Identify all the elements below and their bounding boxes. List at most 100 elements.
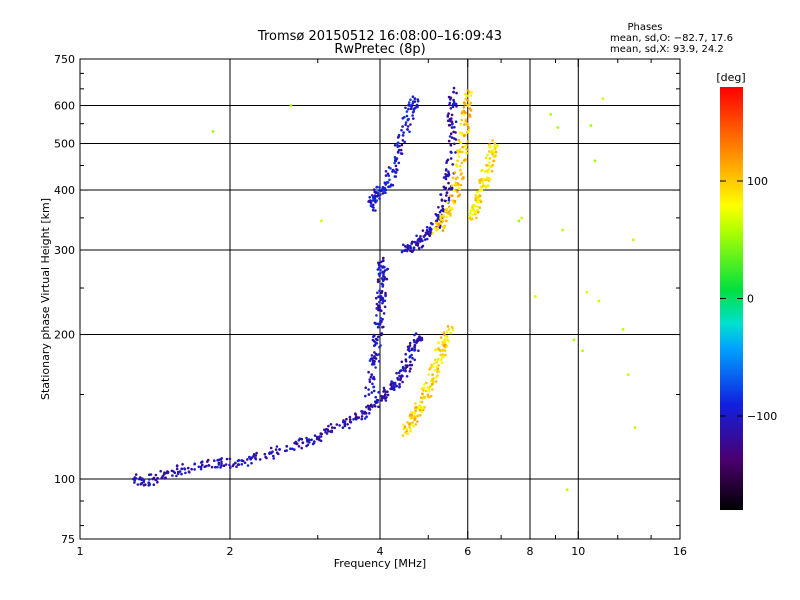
echo-point	[152, 476, 156, 480]
echo-point	[460, 132, 464, 136]
echo-point	[382, 272, 385, 275]
echo-point	[417, 349, 420, 353]
echo-point	[384, 294, 387, 298]
echo-point	[374, 296, 378, 300]
echo-point	[374, 209, 377, 212]
echo-point	[372, 385, 375, 389]
echo-point	[371, 194, 374, 197]
echo-point	[453, 171, 457, 174]
echo-point	[149, 473, 153, 476]
echo-point	[399, 378, 402, 382]
echo-point	[404, 245, 407, 248]
echo-point	[493, 148, 496, 152]
echo-point	[408, 130, 411, 133]
echo-point	[383, 187, 386, 190]
echo-point	[456, 159, 459, 163]
echo-point	[381, 259, 385, 263]
echo-point	[383, 181, 387, 184]
echo-point	[472, 203, 476, 207]
echo-point	[409, 360, 412, 364]
echo-point	[397, 148, 401, 152]
echo-point	[425, 232, 429, 235]
echo-point	[412, 246, 416, 250]
echo-point	[338, 424, 341, 427]
echo-point	[456, 190, 459, 194]
echo-point	[399, 152, 403, 155]
echo-point	[454, 131, 457, 134]
echo-point	[478, 194, 482, 198]
echo-point	[394, 164, 398, 168]
echo-point	[372, 356, 376, 360]
echo-point	[426, 230, 430, 233]
echo-point	[201, 460, 204, 464]
echo-point	[463, 110, 466, 114]
echo-point	[407, 117, 410, 121]
echo-point	[458, 150, 462, 153]
echo-point	[159, 469, 162, 473]
y-tick-label: 500	[54, 138, 75, 151]
echo-point	[475, 190, 479, 193]
echo-point	[631, 238, 635, 242]
echo-point	[438, 370, 441, 373]
echo-point	[421, 392, 424, 396]
echo-point	[414, 417, 417, 420]
echo-point	[456, 176, 459, 179]
echo-point	[139, 483, 142, 486]
echo-point	[175, 467, 179, 471]
echo-point	[385, 277, 389, 281]
echo-point	[233, 461, 237, 465]
echo-point	[370, 404, 373, 408]
echo-point	[455, 165, 459, 168]
echo-point	[381, 192, 385, 195]
echo-point	[376, 191, 380, 195]
echo-point	[369, 375, 373, 379]
echo-point	[269, 446, 273, 450]
echo-point	[450, 113, 454, 117]
echo-point	[312, 441, 316, 445]
echo-point	[411, 416, 415, 420]
echo-point	[451, 207, 454, 210]
echo-point	[201, 463, 204, 467]
echo-point	[371, 377, 375, 380]
echo-point	[464, 97, 468, 101]
echo-point	[478, 206, 482, 209]
echo-point	[289, 447, 292, 451]
echo-point	[413, 358, 417, 362]
y-tick-label: 100	[54, 473, 75, 486]
echo-point	[418, 404, 421, 408]
echo-point	[459, 183, 463, 187]
echo-point	[147, 481, 151, 485]
echo-point	[413, 107, 416, 110]
echo-point	[300, 446, 304, 450]
echo-point	[225, 457, 229, 461]
echo-point	[476, 200, 479, 204]
echo-point	[252, 453, 256, 456]
echo-point	[458, 193, 462, 197]
echo-point	[405, 110, 409, 113]
echo-point	[199, 465, 203, 469]
echo-point	[413, 348, 417, 352]
echo-point	[425, 389, 428, 393]
echo-point	[412, 248, 416, 252]
phase-colorbar: [deg] 100 0 −100	[716, 71, 777, 510]
echo-point	[449, 331, 453, 335]
echo-point	[397, 133, 401, 137]
echo-point	[601, 97, 605, 101]
echo-point	[380, 320, 383, 324]
echo-point	[440, 361, 444, 365]
echo-point	[406, 432, 410, 436]
echo-point	[486, 170, 490, 174]
echo-point	[306, 443, 310, 447]
echo-point	[450, 126, 454, 129]
echo-point	[330, 430, 334, 434]
echo-point	[411, 356, 414, 360]
echo-point	[377, 405, 380, 409]
echo-point	[377, 261, 380, 265]
echo-point	[161, 474, 165, 478]
echo-point	[434, 358, 437, 362]
echo-point	[409, 249, 412, 253]
echo-point	[163, 477, 166, 480]
echo-point	[405, 375, 409, 378]
echo-point	[404, 352, 408, 356]
echo-point	[409, 107, 413, 110]
